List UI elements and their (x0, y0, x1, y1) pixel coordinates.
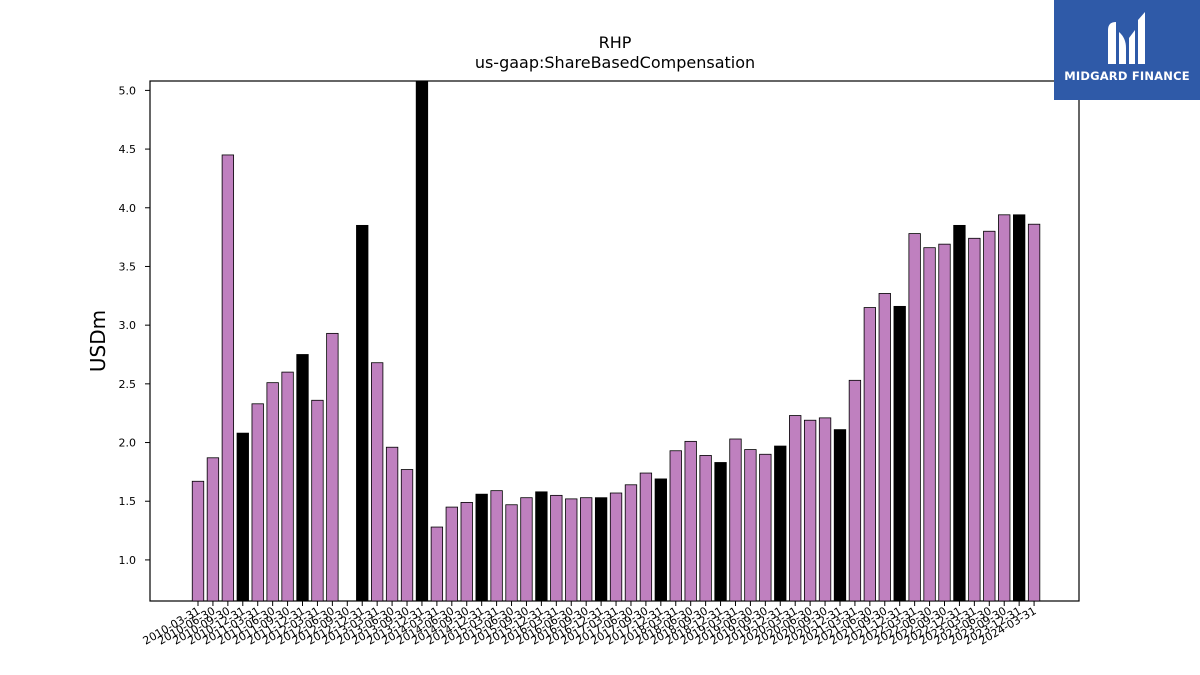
chart-subtitle: us-gaap:ShareBasedCompensation (475, 53, 755, 72)
bar-2017-06-30 (624, 484, 638, 602)
y-tick-label: 2.5 (119, 378, 137, 391)
bar-2010-09-30 (221, 154, 235, 602)
bar-2019-06-30 (744, 449, 757, 602)
bar-2014-12-31 (475, 493, 488, 602)
bar-2016-03-31 (550, 494, 563, 602)
bar-2023-12-31 (1013, 214, 1026, 602)
bar-2020-03-31 (789, 415, 802, 602)
bar-2018-03-31 (669, 450, 682, 602)
bar-2021-06-30 (863, 307, 876, 602)
bar-2023-06-30 (983, 230, 996, 602)
bar-2021-03-31 (848, 379, 862, 602)
bar-2011-06-30 (266, 382, 279, 602)
bar-2010-03-31 (191, 480, 205, 602)
bar-2021-12-31 (893, 305, 906, 602)
bar-2017-09-30 (639, 472, 653, 602)
bar-2013-06-30 (385, 446, 399, 602)
bar-2012-03-31 (311, 399, 324, 602)
bar-2022-12-31 (953, 224, 966, 602)
bar-2022-09-30 (938, 243, 951, 602)
bar-2014-06-30 (445, 506, 458, 602)
bar-2022-06-30 (923, 247, 936, 602)
bars-group (191, 80, 1041, 602)
bar-2016-06-30 (565, 498, 578, 602)
bar-2013-12-31 (415, 80, 429, 602)
y-tick-label: 2.0 (119, 437, 137, 450)
bar-2018-06-30 (684, 440, 697, 602)
bar-2015-12-31 (535, 491, 548, 602)
bar-2022-03-31 (908, 233, 921, 602)
bar-2019-03-31 (729, 438, 742, 602)
bar-2018-09-30 (699, 455, 712, 602)
bar-2011-12-31 (296, 354, 309, 602)
bar-2024-03-31 (1027, 223, 1041, 602)
y-tick-label: 3.0 (119, 319, 137, 332)
bar-2014-09-30 (460, 501, 473, 602)
bar-2015-03-31 (490, 490, 503, 602)
bar-2019-09-30 (759, 453, 772, 602)
y-axis-label: USDm (86, 310, 110, 372)
y-tick-label: 1.0 (119, 554, 137, 567)
bar-2014-03-31 (430, 526, 444, 602)
bar-2019-12-31 (774, 445, 787, 602)
bar-2023-09-30 (998, 214, 1011, 602)
bar-2012-12-31 (356, 224, 369, 602)
bar-2015-06-30 (505, 504, 518, 602)
bar-2016-09-30 (580, 497, 593, 602)
y-tick-label: 3.5 (119, 260, 137, 273)
bar-2015-09-30 (520, 497, 533, 602)
y-axis: 1.0 1.5 2.0 2.5 3.0 3.5 4.0 4.5 5.0 (119, 84, 150, 567)
bar-2013-03-31 (371, 362, 384, 602)
bar-2016-12-31 (594, 497, 608, 602)
y-tick-label: 4.5 (119, 143, 137, 156)
brand-logo: MIDGARD FINANCE (1054, 0, 1200, 100)
y-tick-label: 1.5 (119, 495, 137, 508)
bar-2010-06-30 (206, 457, 220, 602)
bar-2023-03-31 (968, 237, 981, 602)
bar-2012-06-30 (326, 332, 339, 602)
bar-2011-09-30 (281, 371, 294, 602)
y-tick-label: 5.0 (119, 84, 137, 97)
bar-2010-12-31 (236, 432, 249, 602)
bar-2020-06-30 (803, 419, 817, 602)
bar-2020-09-30 (818, 417, 832, 602)
bar-2021-09-30 (878, 293, 891, 602)
brand-name: MIDGARD FINANCE (1064, 69, 1190, 83)
x-axis: 2010-03-312010-06-302010-09-302010-12-31… (141, 601, 1039, 648)
bar-2018-12-31 (714, 462, 727, 602)
chart-title: RHP (599, 33, 632, 52)
midgard-logo-icon (1108, 12, 1145, 64)
bar-2011-03-31 (251, 403, 264, 602)
bar-2017-03-31 (609, 492, 623, 602)
bar-2013-09-30 (400, 469, 414, 602)
bar-2017-12-31 (654, 478, 667, 602)
bar-2020-12-31 (833, 429, 847, 602)
y-tick-label: 4.0 (119, 202, 137, 215)
